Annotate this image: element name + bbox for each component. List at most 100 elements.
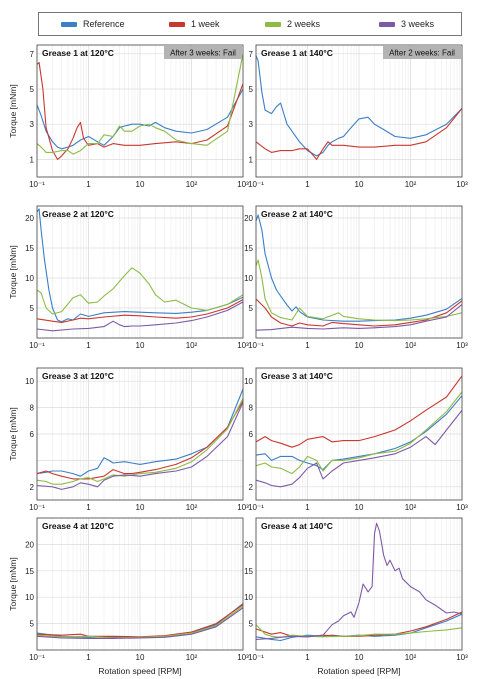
panel-frame — [255, 367, 463, 501]
x-tick-label: 10² — [186, 653, 198, 662]
y-tick-label: 10 — [244, 593, 253, 602]
panel-1: Grease 1 at 120°C After 3 weeks: Fail 1 3 5 7… — [8, 44, 249, 189]
x-tick-label: 10⁻¹ — [248, 180, 264, 189]
x-tick-label: 10² — [405, 341, 417, 350]
x-tick-label: 1 — [305, 503, 310, 512]
y-tick-label: 8 — [249, 404, 254, 413]
x-tick-label: 10 — [355, 503, 364, 512]
status-badge-text: After 3 weeks: Fail — [170, 49, 236, 58]
series-line-reference — [256, 214, 462, 322]
x-axis-label: Rotation speed [RPM] — [317, 666, 400, 676]
y-tick-label: 1 — [30, 155, 35, 164]
x-tick-label: 10⁻¹ — [248, 341, 264, 350]
x-tick-label: 10² — [186, 341, 198, 350]
y-tick-label: 5 — [249, 304, 254, 313]
panel-title: Grease 1 at 140°C — [261, 48, 333, 58]
grid — [255, 368, 463, 500]
series-line-week1 — [256, 375, 462, 448]
y-tick-label: 7 — [30, 50, 35, 59]
series-line-week3 — [37, 402, 243, 490]
legend-label: 1 week — [191, 19, 220, 29]
x-tick-label: 10⁻¹ — [29, 341, 45, 350]
y-tick-label: 10 — [25, 274, 34, 283]
series-group — [37, 388, 243, 490]
y-tick-label: 15 — [244, 244, 253, 253]
panel-7: Grease 4 at 120°C 5 10 15 20 10⁻¹ 1 10 10² 10³ Tor… — [8, 517, 249, 676]
x-tick-label: 1 — [86, 503, 91, 512]
legend-item-week3: 3 weeks — [379, 13, 434, 35]
y-tick-label: 5 — [30, 620, 35, 629]
series-line-week3 — [256, 303, 462, 331]
y-tick-label: 15 — [244, 567, 253, 576]
grid — [36, 45, 244, 177]
x-tick-label: 1 — [86, 180, 91, 189]
y-tick-label: 8 — [30, 404, 35, 413]
x-tick-label: 10³ — [237, 653, 249, 662]
series-line-week3 — [256, 522, 462, 640]
series-line-week2 — [37, 267, 243, 315]
x-tick-label: 10⁻¹ — [29, 503, 45, 512]
x-tick-label: 1 — [86, 341, 91, 350]
series-group — [37, 208, 243, 332]
panel-frame — [36, 44, 244, 178]
panel-5: Grease 3 at 120°C 2 6 8 10 10⁻¹ 1 10 10² 10³ Torqu… — [8, 367, 249, 512]
series-group — [256, 375, 462, 488]
y-axis-label: Torque [mNm] — [8, 407, 18, 460]
x-tick-label: 1 — [86, 653, 91, 662]
legend-label: Reference — [83, 19, 125, 29]
y-tick-label: 10 — [244, 274, 253, 283]
y-tick-label: 3 — [30, 120, 35, 129]
grid — [36, 368, 244, 500]
y-tick-label: 2 — [249, 483, 254, 492]
panel-6: Grease 3 at 140°C 2 6 8 10 10⁻¹ 1 10 10² 10³ — [244, 367, 468, 512]
y-tick-label: 1 — [249, 155, 254, 164]
y-axis-label: Torque [mNm] — [8, 245, 18, 298]
x-tick-label: 10 — [136, 653, 145, 662]
series-line-week2 — [37, 53, 243, 155]
x-tick-label: 1 — [305, 653, 310, 662]
x-tick-label: 10³ — [456, 341, 468, 350]
series-line-week1 — [37, 62, 243, 160]
panel-8: Grease 4 at 140°C 5 10 15 20 10⁻¹ 1 10 10² 10³ Rot… — [244, 517, 468, 676]
x-tick-label: 10² — [405, 180, 417, 189]
series-line-week3 — [256, 409, 462, 488]
x-tick-label: 1 — [305, 180, 310, 189]
x-tick-label: 10² — [405, 653, 417, 662]
y-tick-label: 20 — [244, 214, 253, 223]
y-tick-label: 3 — [249, 120, 254, 129]
x-tick-label: 10⁻¹ — [248, 653, 264, 662]
series-group — [256, 55, 462, 160]
series-line-week2 — [256, 391, 462, 475]
series-group — [37, 53, 243, 160]
series-line-reference — [37, 208, 243, 323]
x-tick-label: 10² — [405, 503, 417, 512]
y-tick-label: 5 — [30, 85, 35, 94]
series-line-week2 — [37, 605, 243, 639]
y-tick-label: 5 — [30, 304, 35, 313]
series-line-week2 — [37, 398, 243, 485]
panel-frame — [255, 44, 463, 178]
y-tick-label: 5 — [249, 620, 254, 629]
x-tick-label: 10³ — [456, 653, 468, 662]
panel-2: Grease 1 at 140°C After 2 weeks: Fail 1 3 5 7… — [248, 44, 468, 189]
y-tick-label: 6 — [30, 430, 35, 439]
x-tick-label: 10³ — [456, 503, 468, 512]
series-group — [37, 603, 243, 639]
x-tick-label: 10⁻¹ — [248, 503, 264, 512]
series-group — [256, 522, 462, 642]
panel-title: Grease 2 at 120°C — [42, 209, 114, 219]
legend-swatch — [61, 21, 77, 27]
series-line-week1 — [37, 400, 243, 480]
legend-item-week2: 2 weeks — [265, 13, 320, 35]
status-badge-text: After 2 weeks: Fail — [389, 49, 455, 58]
x-tick-label: 10³ — [237, 503, 249, 512]
x-tick-label: 10 — [136, 341, 145, 350]
x-tick-label: 10 — [136, 503, 145, 512]
series-line-week1 — [37, 604, 243, 638]
grid — [36, 206, 244, 338]
legend-swatch — [265, 21, 281, 27]
x-tick-label: 10 — [355, 653, 364, 662]
y-tick-label: 10 — [25, 377, 34, 386]
panel-frame — [36, 517, 244, 651]
